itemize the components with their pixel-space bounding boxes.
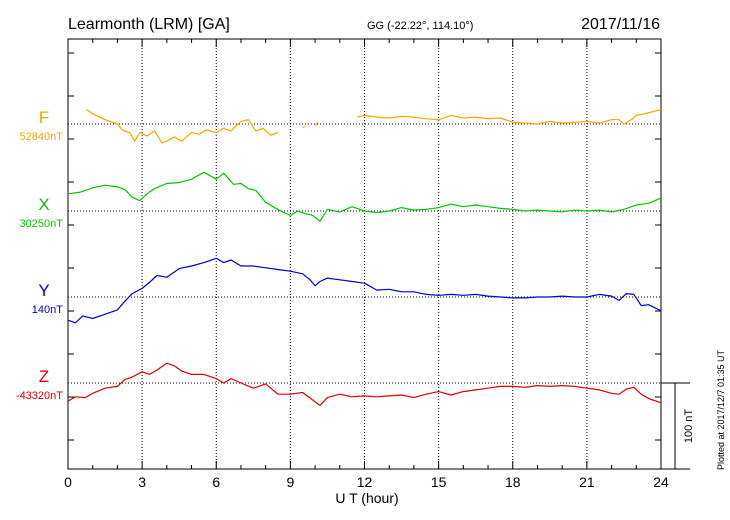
vertical-gridlines [141, 39, 588, 469]
x-tick-label: 15 [431, 474, 447, 490]
series-labels: F 52840nT X 30250nT Y 140nT Z -43320nT [16, 108, 63, 402]
frame-ticks [67, 39, 662, 469]
plotted-timestamp: Plotted at 2017/12/7 01:35 UT [716, 349, 726, 470]
x-tick-label: 12 [357, 474, 373, 490]
station-title: Learmonth (LRM) [GA] [68, 16, 230, 33]
series-name-x: X [38, 195, 49, 214]
series-baseline-label-y: 140nT [32, 304, 63, 316]
series-name-z: Z [39, 367, 49, 386]
x-tick-label: 6 [212, 474, 220, 490]
series-baseline-label-x: 30250nT [20, 218, 64, 230]
series-name-y: Y [38, 281, 49, 300]
x-tick-label: 21 [579, 474, 595, 490]
plot-frame [67, 38, 662, 470]
x-axis-label: U T (hour) [335, 490, 398, 506]
scale-bar: 100 nT [661, 382, 695, 470]
station-coordinates: GG (-22.22°, 114.10°) [367, 20, 473, 32]
x-tick-label: 18 [505, 474, 521, 490]
scale-bar-label: 100 nT [683, 409, 695, 444]
series-lines [67, 108, 662, 406]
x-tick-labels: 0 3 6 9 12 15 18 21 24 [64, 474, 669, 490]
series-line-z [67, 362, 662, 406]
series-line-y [67, 257, 662, 324]
x-tick-label: 24 [653, 474, 669, 490]
x-tick-label: 3 [138, 474, 146, 490]
x-tick-label: 0 [64, 474, 72, 490]
x-tick-label: 9 [286, 474, 294, 490]
series-baseline-label-z: -43320nT [16, 390, 63, 402]
series-line-f [86, 108, 662, 144]
date-label: 2017/11/16 [581, 16, 660, 33]
series-line-x [67, 171, 662, 222]
series-name-f: F [39, 108, 49, 127]
series-baseline-label-f: 52840nT [20, 131, 64, 143]
